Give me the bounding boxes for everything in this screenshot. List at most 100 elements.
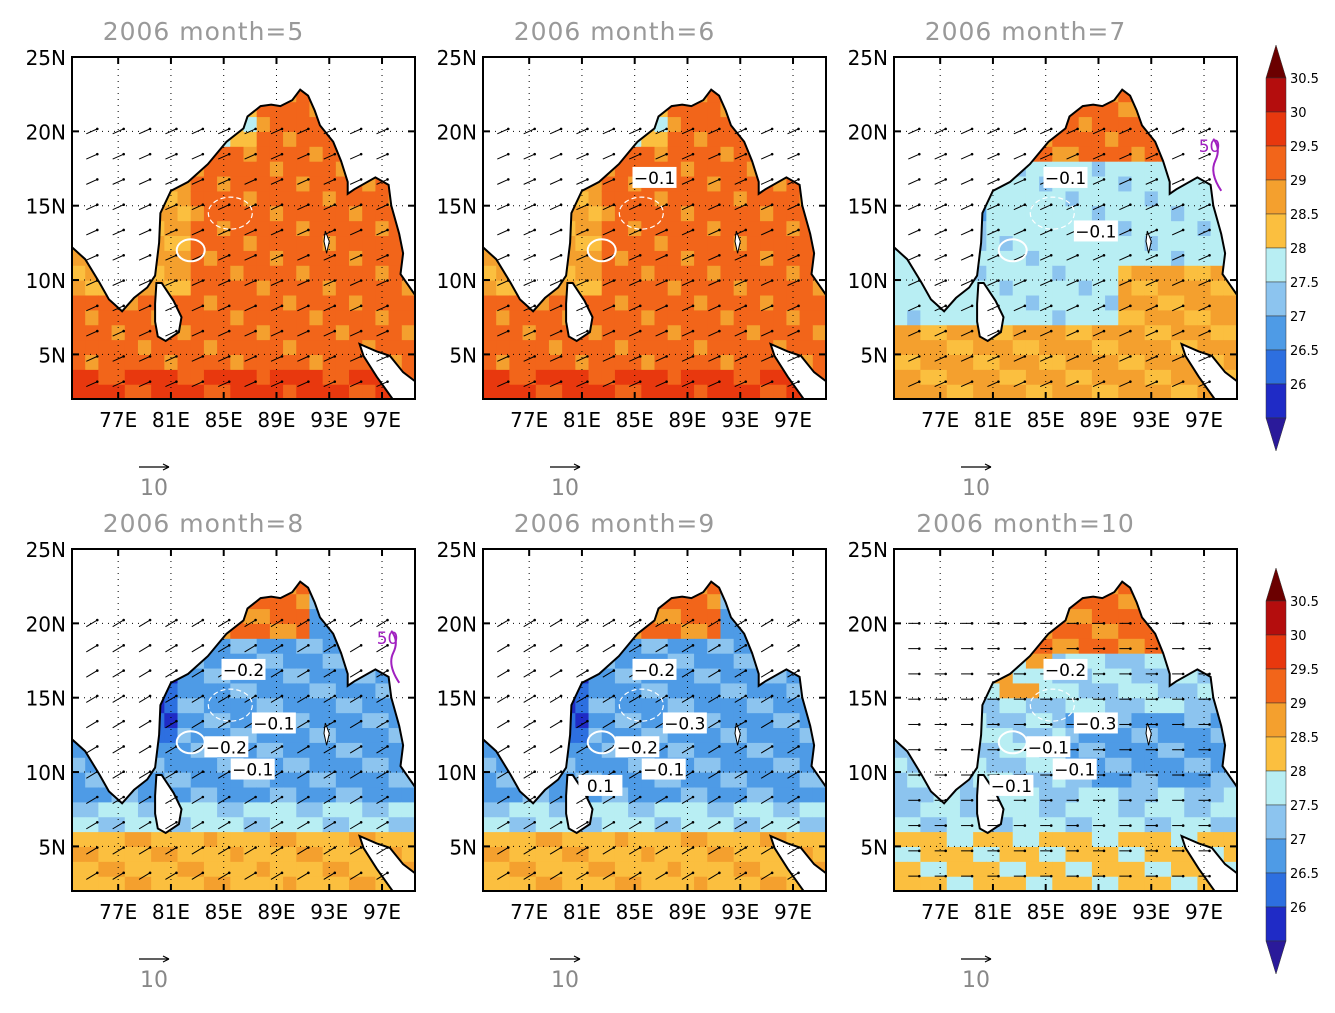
- sst-cell: [773, 683, 787, 698]
- sst-cell: [615, 206, 629, 221]
- wind-vector-head: [175, 128, 178, 131]
- sst-cell: [496, 802, 510, 817]
- wind-vector-head: [360, 330, 363, 333]
- sst-cell: [1158, 250, 1172, 265]
- sst-cell: [668, 221, 682, 236]
- wind-vector-head: [228, 229, 231, 232]
- sst-cell: [1000, 846, 1014, 861]
- sst-cell: [296, 653, 310, 668]
- sst-cell: [362, 817, 376, 832]
- sst-cell: [138, 832, 152, 847]
- sst-cell: [894, 861, 908, 876]
- sst-cell: [1052, 295, 1066, 310]
- sst-cell: [1131, 146, 1145, 161]
- sst-cell: [191, 861, 205, 876]
- sst-cell: [323, 653, 337, 668]
- sst-cell: [813, 295, 827, 310]
- x-tick-label: 85E: [616, 900, 654, 924]
- wind-vector-head: [307, 229, 310, 232]
- sst-cell: [230, 265, 244, 280]
- sst-cell: [389, 310, 403, 325]
- sst-cell: [204, 340, 218, 355]
- sst-cell: [602, 861, 616, 876]
- sst-cell: [986, 340, 1000, 355]
- wind-vector-head: [307, 128, 310, 131]
- x-tick-label: 85E: [205, 900, 243, 924]
- sst-cell: [1184, 280, 1198, 295]
- sst-cell: [1092, 653, 1106, 668]
- sst-cell: [496, 861, 510, 876]
- sst-cell: [1211, 310, 1225, 325]
- sst-cell: [85, 340, 99, 355]
- wind-vector-head: [1155, 355, 1158, 358]
- sst-cell: [641, 683, 655, 698]
- sst-cell: [204, 846, 218, 861]
- wind-vector-head: [175, 178, 178, 181]
- wind-vector-head: [149, 254, 152, 257]
- wind-vector-head: [507, 619, 510, 622]
- sst-cell: [309, 742, 323, 757]
- wind-vector-head: [202, 669, 205, 672]
- sst-cell: [668, 832, 682, 847]
- sst-cell: [720, 295, 734, 310]
- sst-cell: [283, 638, 297, 653]
- x-tick-label: 81E: [152, 900, 190, 924]
- sst-cell: [907, 310, 921, 325]
- sst-cell: [1079, 295, 1093, 310]
- wind-vector-head: [96, 128, 99, 131]
- wind-vector-head: [175, 153, 178, 156]
- sst-cell: [773, 802, 787, 817]
- wind-vector-head: [971, 380, 974, 383]
- wind-vector-head: [175, 720, 178, 723]
- wind-vector-head: [639, 380, 642, 383]
- wind-vector-head: [175, 619, 178, 622]
- sst-cell: [362, 310, 376, 325]
- sst-cell: [296, 698, 310, 713]
- sst-cell: [323, 310, 337, 325]
- wind-vector-head: [718, 203, 721, 206]
- sst-cell: [1039, 802, 1053, 817]
- sst-cell: [125, 340, 139, 355]
- wind-vector-head: [386, 745, 389, 748]
- sst-cell: [296, 608, 310, 623]
- wind-vector-head: [692, 254, 695, 257]
- wind-vector-head: [744, 669, 747, 672]
- sst-cell: [760, 757, 774, 772]
- wind-vector-head: [360, 128, 363, 131]
- wind-vector-head: [692, 203, 695, 206]
- wind-vector-head: [1024, 229, 1027, 232]
- y-tick-label: 10N: [437, 761, 477, 785]
- sst-cell: [694, 757, 708, 772]
- wind-vector-head: [333, 254, 336, 257]
- wind-vector-head: [744, 796, 747, 799]
- wind-vector-head: [744, 720, 747, 723]
- wind-vector-head: [202, 821, 205, 824]
- wind-vector-head: [718, 279, 721, 282]
- sst-cell: [230, 235, 244, 250]
- sst-cell: [1079, 846, 1093, 861]
- wind-vector-head: [1024, 380, 1027, 383]
- sst-cell: [1079, 698, 1093, 713]
- wind-vector-head: [149, 695, 152, 698]
- sst-cell: [483, 861, 497, 876]
- sst-cell: [1079, 265, 1093, 280]
- wind-vector-head: [665, 644, 668, 647]
- wind-vector-head: [360, 279, 363, 282]
- sst-cell: [138, 325, 152, 340]
- sst-cell: [336, 384, 350, 399]
- sst-cell: [720, 802, 734, 817]
- wind-vector-head: [254, 128, 257, 131]
- wind-vector-head: [718, 695, 721, 698]
- wind-vector-head: [944, 203, 947, 206]
- wind-vector-head: [228, 644, 231, 647]
- sst-cell: [389, 340, 403, 355]
- contour-label: −0.2: [617, 738, 658, 758]
- sst-cell: [1052, 221, 1066, 236]
- sst-cell: [138, 817, 152, 832]
- sst-cell: [947, 325, 961, 340]
- sst-cell: [178, 787, 192, 802]
- sst-cell: [230, 250, 244, 265]
- sst-cell: [934, 832, 948, 847]
- sst-cell: [283, 325, 297, 340]
